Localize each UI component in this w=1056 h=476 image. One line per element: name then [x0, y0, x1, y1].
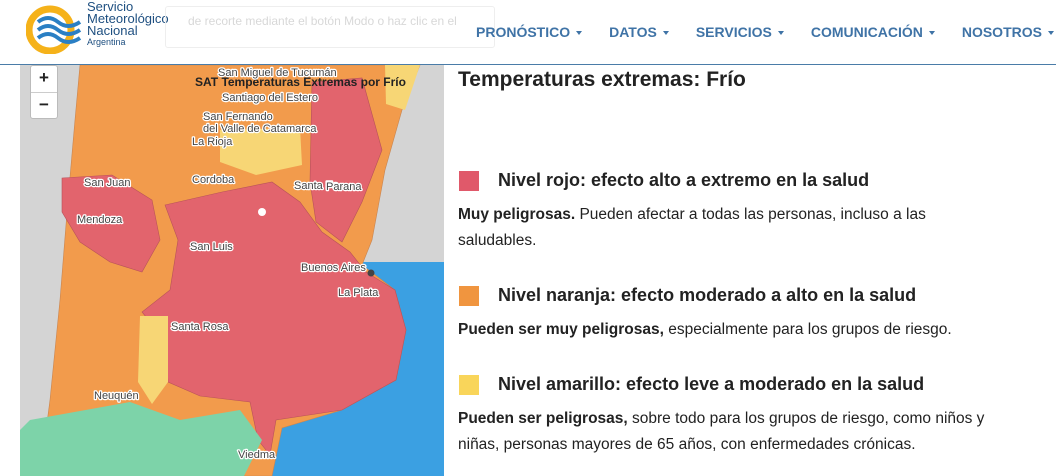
yellow-zone — [220, 128, 302, 175]
green-zone — [20, 402, 262, 476]
logo-line: Meteorológico — [87, 11, 169, 26]
yellow-zone — [385, 65, 420, 110]
level-swatch — [459, 171, 479, 191]
nav-item[interactable]: PRONÓSTICO — [476, 24, 583, 40]
city-label: Mendoza — [77, 214, 123, 226]
nav-label: DATOS — [609, 24, 657, 40]
city-label: San Fernando — [203, 111, 273, 123]
city-label: Viedma — [238, 449, 276, 461]
map-title: SAT Temperaturas Extremas por Frío — [195, 75, 406, 89]
nav-label: PRONÓSTICO — [476, 24, 571, 40]
city-label: Santa Rosa — [171, 321, 229, 333]
marker — [367, 269, 375, 277]
nav-item[interactable]: DATOS — [609, 24, 669, 40]
city-label: Cordoba — [192, 174, 235, 186]
level-heading: Nivel amarillo: efecto leve a moderado e… — [498, 374, 925, 394]
nav-item[interactable]: SERVICIOS — [696, 24, 784, 40]
level-description: Pueden ser peligrosas, sobre todo para l… — [458, 406, 998, 458]
city-label: La Rioja — [192, 136, 233, 148]
level-text: Pueden afectar a todas las personas, inc… — [458, 206, 926, 249]
nav-caret — [662, 31, 669, 36]
level-swatch — [459, 286, 479, 306]
header: Servicio Meteorológico Nacional Argentin… — [0, 0, 1056, 65]
nav-caret — [1047, 31, 1054, 36]
zoom-out[interactable]: − — [31, 92, 57, 119]
zoom-control: + − — [30, 65, 58, 119]
nav-item[interactable]: COMUNICACIÓN — [811, 24, 935, 40]
city-label: Buenos Aires — [301, 262, 366, 274]
nav: PRONÓSTICO DATOS SERVICIOS COMUNICACIÓN NOSO… — [476, 24, 1056, 40]
panel-title: Temperaturas extremas: Frío — [458, 68, 746, 91]
level-bold: Muy peligrosas. — [458, 206, 576, 223]
marker — [258, 208, 266, 216]
level-heading: Nivel naranja: efecto moderado a alto en… — [498, 285, 917, 305]
logo-line: Argentina — [87, 37, 126, 47]
city-label: San Miguel de Tucumán — [218, 67, 337, 79]
city-label: La Plata — [338, 287, 379, 299]
yellow-zone — [138, 316, 168, 404]
nav-label: NOSOTROS — [961, 24, 1042, 40]
logo-line: Servicio — [87, 0, 134, 14]
red-zone — [309, 77, 383, 243]
level-description: Muy peligrosas. Pueden afectar a todas l… — [458, 202, 998, 254]
city-label: San Juan — [84, 177, 130, 189]
logo-line: Nacional — [87, 23, 138, 38]
level-description: Pueden ser muy peligrosas, especialmente… — [458, 317, 998, 343]
logo-icon — [26, 5, 82, 54]
level-text: sobre todo para los grupos de riesgo, co… — [458, 410, 985, 453]
search-box[interactable]: de recorte mediante el botón Modo o haz … — [165, 6, 495, 48]
nav-caret — [777, 31, 784, 36]
map[interactable]: SAT Temperaturas Extremas por Frío San M… — [20, 65, 444, 476]
search-placeholder: de recorte mediante el botón Modo o haz … — [188, 14, 457, 28]
nav-item[interactable]: NOSOTROS — [962, 24, 1054, 40]
city-label: Parana — [326, 181, 362, 193]
level-swatch — [459, 375, 479, 395]
city-label: Neuquén — [94, 390, 139, 402]
logo-text[interactable]: Servicio Meteorológico Nacional Argentin… — [87, 0, 169, 47]
zoom-in[interactable]: + — [39, 68, 49, 87]
nav-caret — [928, 31, 935, 36]
nav-label: SERVICIOS — [695, 24, 772, 40]
city-label: San Luis — [190, 241, 233, 253]
nav-caret — [576, 31, 583, 36]
red-zone — [61, 174, 161, 273]
city-label: Santiago del Estero — [222, 92, 318, 104]
legend-panel: Temperaturas extremas: Frío Nivel rojo: … — [458, 66, 998, 453]
level-text: especialmente para los grupos de riesgo. — [668, 321, 952, 338]
level-bold: Pueden ser muy peligrosas, — [458, 321, 664, 338]
nav-label: COMUNICACIÓN — [810, 24, 923, 40]
city-label: Santa Fe — [294, 180, 339, 192]
level-bold: Pueden ser peligrosas, — [458, 410, 628, 427]
level-heading: Nivel rojo: efecto alto a extremo en la … — [498, 170, 870, 190]
city-label: del Valle de Catamarca — [203, 123, 317, 135]
